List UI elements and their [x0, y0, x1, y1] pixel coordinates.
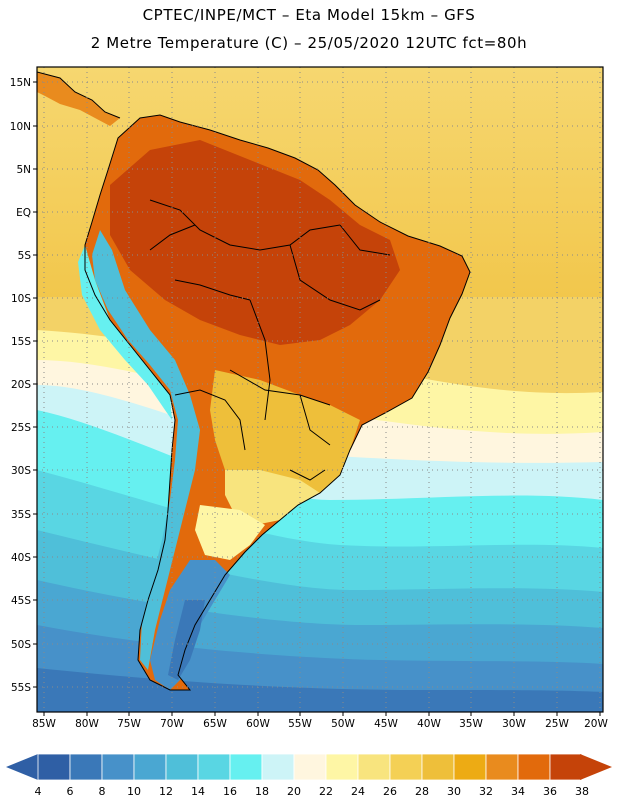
colorbar-swatch	[197, 753, 231, 781]
lon-label: 25W	[545, 718, 569, 730]
colorbar-label: 12	[159, 785, 173, 798]
colorbar-swatch	[549, 753, 583, 781]
colorbar-label: 30	[447, 785, 461, 798]
country-borders	[37, 71, 471, 691]
colorbar-label: 10	[127, 785, 141, 798]
colorbar-swatch	[325, 753, 359, 781]
lon-label: 55W	[288, 718, 312, 730]
lon-label: 80W	[75, 718, 99, 730]
colorbar-swatch	[165, 753, 199, 781]
colorbar-label: 24	[351, 785, 365, 798]
lon-label: 20W	[584, 718, 608, 730]
colorbar-swatch	[37, 753, 71, 781]
colorbar-label: 22	[319, 785, 333, 798]
lat-label: 30S	[11, 465, 31, 477]
colorbar-swatch	[485, 753, 519, 781]
lon-label: 50W	[331, 718, 355, 730]
map-subtitle: 2 Metre Temperature (C) – 25/05/2020 12U…	[90, 34, 528, 52]
colorbar-swatch	[229, 753, 263, 781]
lon-label: 60W	[246, 718, 270, 730]
colorbar-swatch	[69, 753, 103, 781]
lat-label: 45S	[11, 595, 31, 607]
colorbar-swatch	[453, 753, 487, 781]
colorbar-swatch	[517, 753, 551, 781]
colorbar-swatch	[293, 753, 327, 781]
colorbar-label: 36	[543, 785, 557, 798]
colorbar-label: 4	[35, 785, 42, 798]
longitude-labels: 85W 80W 75W 70W 65W 60W 55W 50W 45W 40W …	[32, 718, 608, 730]
colorbar-high-arrow	[580, 754, 612, 780]
lat-label: 50S	[11, 639, 31, 651]
latitude-labels: 15N 10N 5N EQ 5S 10S 15S 20S 25S 30S 35S…	[10, 77, 32, 694]
colorbar-swatch	[421, 753, 455, 781]
lon-label: 30W	[502, 718, 526, 730]
colorbar-label: 16	[223, 785, 237, 798]
lat-label: EQ	[16, 207, 31, 219]
lat-label: 20S	[11, 379, 31, 391]
colorbar-low-arrow	[6, 754, 38, 780]
colorbar-swatch	[261, 753, 295, 781]
colorbar-label: 6	[67, 785, 74, 798]
colorbar-label: 34	[511, 785, 525, 798]
colorbar-label: 20	[287, 785, 301, 798]
map-field	[37, 67, 603, 712]
lon-label: 70W	[160, 718, 184, 730]
colorbar-label: 18	[255, 785, 269, 798]
colorbar-label: 32	[479, 785, 493, 798]
colorbar-label: 26	[383, 785, 397, 798]
colorbar-swatch	[357, 753, 391, 781]
lat-label: 5N	[16, 164, 31, 176]
lat-label: 55S	[11, 682, 31, 694]
lon-label: 75W	[117, 718, 141, 730]
colorbar-label: 8	[99, 785, 106, 798]
lat-label: 15N	[10, 77, 31, 89]
colorbar-swatch	[389, 753, 423, 781]
map-title: CPTEC/INPE/MCT – Eta Model 15km – GFS	[142, 6, 476, 24]
lat-label: 10S	[11, 293, 31, 305]
colorbar-label: 28	[415, 785, 429, 798]
lat-label: 40S	[11, 552, 31, 564]
colorbar: 4 6 8 10 12 14 16 18 20 22 24 26 28 30 3…	[6, 753, 612, 798]
lon-label: 45W	[374, 718, 398, 730]
lat-label: 35S	[11, 509, 31, 521]
colorbar-swatch	[101, 753, 135, 781]
lon-label: 35W	[459, 718, 483, 730]
lat-label: 25S	[11, 422, 31, 434]
colorbar-swatch	[133, 753, 167, 781]
colorbar-label: 38	[575, 785, 589, 798]
colorbar-label: 14	[191, 785, 205, 798]
lon-label: 65W	[203, 718, 227, 730]
axis-ticks	[33, 81, 601, 716]
lat-label: 10N	[10, 121, 31, 133]
map-frame	[36, 66, 604, 713]
lon-label: 40W	[417, 718, 441, 730]
lat-label: 15S	[11, 336, 31, 348]
lat-label: 5S	[18, 250, 32, 262]
lon-label: 85W	[32, 718, 56, 730]
